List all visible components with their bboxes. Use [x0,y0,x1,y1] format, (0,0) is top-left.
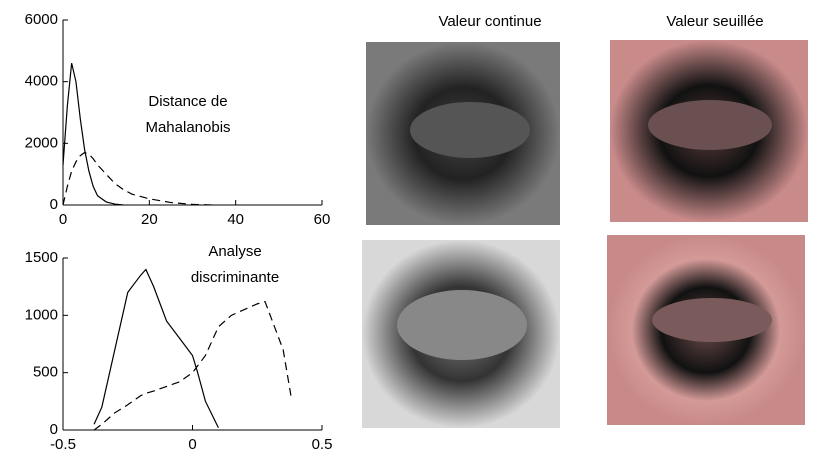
data-line [62,151,215,206]
annotation: Distance de [148,93,227,110]
photo-mouth [652,298,772,342]
column-title: Valeur seuillée [666,13,763,30]
y-tick-label: 4000 [25,73,58,90]
x-tick-label: 20 [141,211,158,228]
data-line [93,300,292,431]
x-tick-label: -0.5 [50,436,76,453]
x-tick-label: 60 [314,211,331,228]
annotation: Analyse [208,243,261,260]
column-title: Valeur continue [438,13,541,30]
x-tick-label: 40 [227,211,244,228]
photo-mouth [648,100,772,150]
data-line [62,63,124,206]
y-tick-label: 0 [50,421,58,438]
data-line [93,268,219,428]
x-tick-label: 0 [188,436,196,453]
x-tick-label: 0 [59,211,67,228]
annotation: Mahalanobis [145,119,230,136]
photo-mouth [410,102,530,158]
y-tick-label: 0 [50,196,58,213]
y-tick-label: 1500 [25,249,58,266]
y-tick-label: 6000 [25,11,58,28]
y-tick-label: 2000 [25,134,58,151]
x-tick-label: 0.5 [312,436,333,453]
annotation: discriminante [191,269,279,286]
y-tick-label: 1000 [25,306,58,323]
photo-mouth [397,290,527,360]
y-tick-label: 500 [33,364,58,381]
